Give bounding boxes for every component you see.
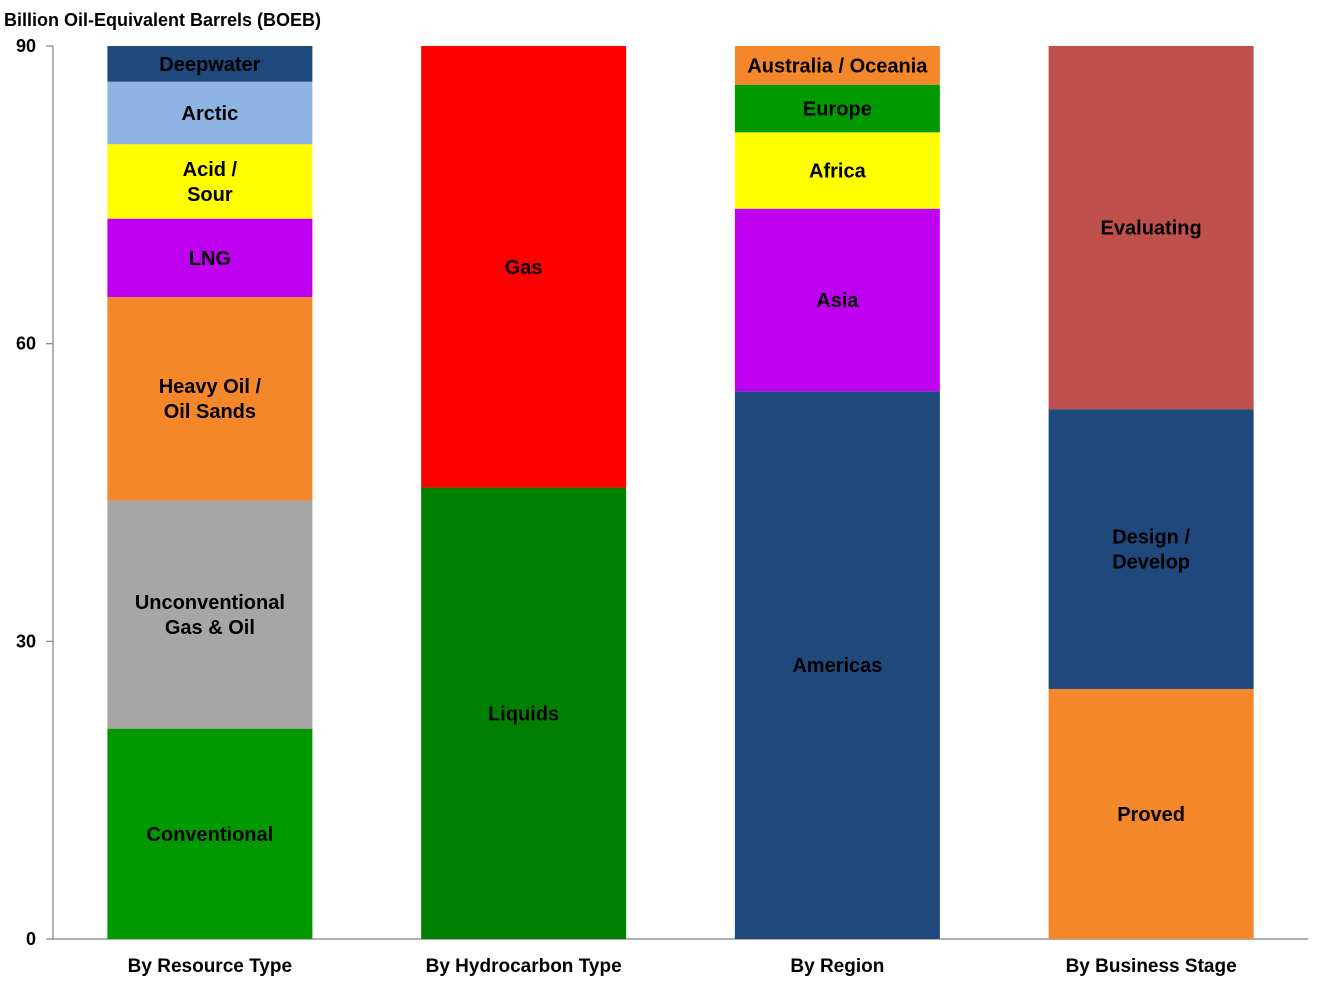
- segment-label: Proved: [1117, 804, 1185, 826]
- segment-label: Liquids: [488, 703, 559, 725]
- segment-label: Americas: [792, 655, 882, 677]
- y-ticks: 0 30 60 90: [16, 36, 53, 949]
- bar-segment: [734, 208, 940, 392]
- segment-label: Conventional: [147, 824, 274, 846]
- segment-label: Evaluating: [1101, 218, 1202, 240]
- bar-segment: [107, 144, 313, 219]
- segment-label: Heavy Oil /: [159, 376, 262, 398]
- category-label: By Region: [790, 956, 884, 977]
- bar-segment: [421, 46, 627, 488]
- bars-group: Conventional Unconventional Gas & Oil Heavy…: [107, 46, 1254, 939]
- y-tick-label: 60: [16, 334, 36, 354]
- bar-segment: [107, 81, 313, 145]
- y-tick-label: 30: [16, 631, 36, 651]
- bar-segment: [107, 500, 313, 729]
- segment-label: Acid /: [183, 159, 238, 181]
- segment-label: Unconventional: [135, 592, 285, 614]
- bar-segment: [734, 46, 940, 85]
- y-tick-label: 90: [16, 36, 36, 56]
- segment-label: Asia: [816, 290, 859, 312]
- bar-segment: [734, 391, 940, 939]
- bar-segment: [1048, 46, 1254, 410]
- segment-label: Oil Sands: [164, 401, 256, 423]
- segment-label: Africa: [809, 161, 867, 183]
- segment-label: Design /: [1112, 527, 1190, 549]
- segment-label: Arctic: [182, 103, 239, 125]
- bar-segment: [107, 297, 313, 501]
- segment-label: LNG: [189, 248, 231, 270]
- bar-segment: [107, 218, 313, 298]
- segment-label: Develop: [1112, 552, 1190, 574]
- bar-segment: [1048, 688, 1254, 939]
- category-label: By Business Stage: [1066, 956, 1237, 977]
- y-tick-label: 0: [26, 929, 36, 949]
- segment-label: Gas: [505, 257, 543, 279]
- bar-segment: [1048, 409, 1254, 689]
- bar-segment: [734, 84, 940, 133]
- segment-label: Europe: [803, 99, 872, 121]
- category-labels: By Resource Type By Hydrocarbon Type By Re…: [128, 956, 1237, 977]
- category-label: By Hydrocarbon Type: [426, 956, 622, 977]
- segment-label: Sour: [187, 184, 233, 206]
- category-label: By Resource Type: [128, 956, 292, 977]
- bar-segment: [421, 487, 627, 939]
- bar-segment: [107, 46, 313, 82]
- segment-label: Gas & Oil: [165, 617, 255, 639]
- segment-label: Australia / Oceania: [747, 55, 928, 77]
- bar-segment: [107, 728, 313, 939]
- y-axis-label: Billion Oil-Equivalent Barrels (BOEB): [4, 10, 321, 30]
- bar-segment: [734, 132, 940, 209]
- segment-label: Deepwater: [159, 54, 260, 76]
